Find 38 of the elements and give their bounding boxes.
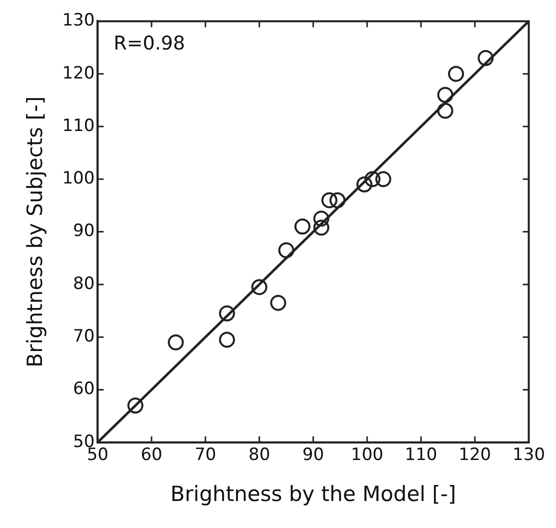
point [448, 66, 464, 82]
x-axis-title: Brightness by the Model [-] [170, 482, 456, 506]
y-tick-label: 60 [73, 379, 95, 400]
x-tick-label: 80 [248, 445, 270, 466]
point [329, 192, 346, 208]
y-tick-label: 80 [73, 274, 95, 294]
point [278, 242, 294, 258]
y-axis-title: Brightness by Subjects [-] [23, 96, 48, 368]
y-tick-label: 130 [62, 10, 95, 31]
x-tick-label: 70 [194, 445, 216, 466]
point [251, 279, 268, 296]
y-tick-label: 90 [73, 221, 95, 242]
y-tick-label: 110 [62, 116, 95, 136]
point [437, 102, 454, 119]
x-tick-label: 130 [512, 445, 546, 466]
y-tick-label: 100 [62, 168, 95, 189]
point [437, 86, 454, 103]
point [321, 192, 338, 208]
point [270, 294, 286, 311]
y-tick-label: 70 [73, 326, 95, 347]
point [127, 398, 144, 414]
point [313, 220, 330, 236]
point [356, 176, 372, 192]
point [375, 171, 392, 188]
point [313, 210, 330, 227]
point [294, 218, 310, 235]
x-tick-label: 100 [350, 445, 384, 466]
point [364, 171, 380, 188]
point [478, 50, 494, 66]
x-tick-label: 110 [404, 445, 438, 466]
point [218, 305, 235, 322]
point [218, 332, 235, 348]
x-tick-label: 90 [302, 445, 324, 466]
point [168, 334, 184, 350]
y-tick-label: 120 [62, 63, 95, 84]
annotation: R=0.98 [114, 32, 186, 55]
x-tick-label: 120 [458, 445, 492, 466]
x-tick-label: 60 [140, 445, 162, 466]
